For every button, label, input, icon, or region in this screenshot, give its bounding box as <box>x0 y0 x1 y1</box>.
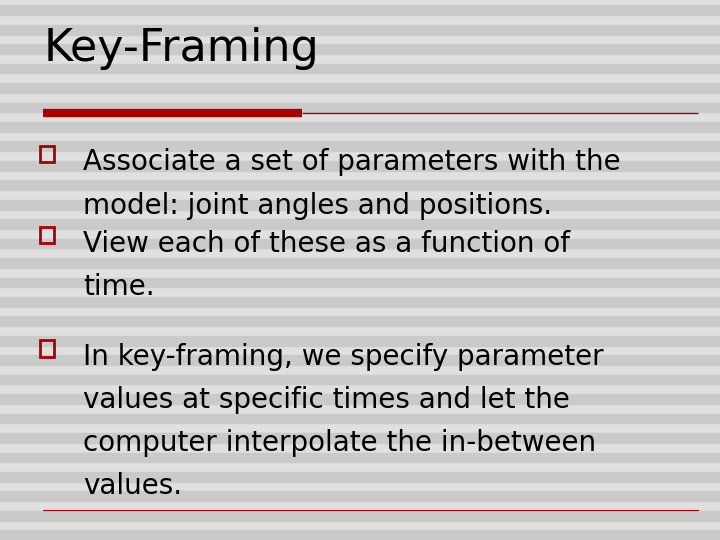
Bar <box>0 5 720 15</box>
Text: time.: time. <box>83 273 154 301</box>
Text: model: joint angles and positions.: model: joint angles and positions. <box>83 192 552 220</box>
Text: Key-Framing: Key-Framing <box>43 27 319 70</box>
Bar <box>0 258 720 268</box>
Bar <box>0 83 720 93</box>
Text: Associate a set of parameters with the: Associate a set of parameters with the <box>83 148 621 177</box>
Bar <box>0 278 720 287</box>
Bar <box>0 219 720 229</box>
Bar <box>0 316 720 326</box>
Bar <box>0 44 720 54</box>
Bar <box>0 64 720 73</box>
Text: View each of these as a function of: View each of these as a function of <box>83 230 570 258</box>
Bar <box>0 414 720 423</box>
Bar <box>0 453 720 462</box>
Bar <box>0 297 720 307</box>
Bar <box>0 103 720 112</box>
Bar <box>0 141 720 151</box>
Bar <box>0 511 720 521</box>
Bar <box>0 25 720 35</box>
Bar <box>0 375 720 384</box>
Bar <box>0 200 720 210</box>
Bar <box>0 239 720 248</box>
Bar <box>0 180 720 190</box>
Text: In key-framing, we specify parameter: In key-framing, we specify parameter <box>83 343 603 371</box>
Bar <box>0 472 720 482</box>
Text: values at specific times and let the: values at specific times and let the <box>83 386 570 414</box>
Bar <box>0 491 720 501</box>
Bar <box>0 161 720 171</box>
Bar <box>0 355 720 365</box>
Text: values.: values. <box>83 472 182 501</box>
Bar <box>0 394 720 404</box>
Bar <box>0 122 720 132</box>
Text: computer interpolate the in-between: computer interpolate the in-between <box>83 429 596 457</box>
Bar <box>0 336 720 346</box>
Bar <box>0 433 720 443</box>
Bar <box>0 530 720 540</box>
